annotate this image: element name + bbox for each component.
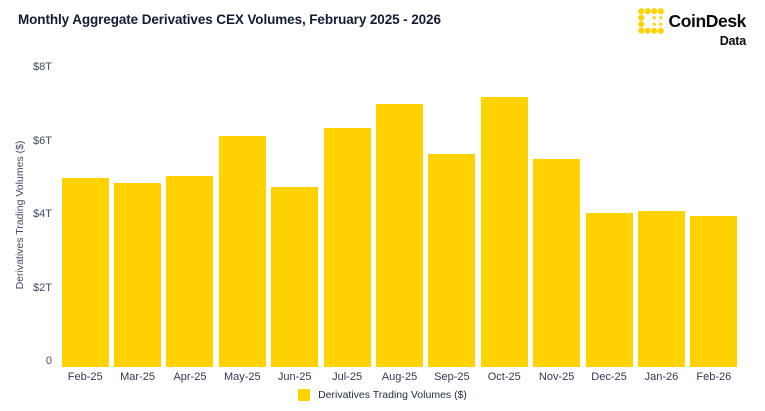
bar-Mar-25[interactable] (114, 183, 162, 367)
bar-Jan-26[interactable] (637, 210, 685, 367)
bar-Oct-25[interactable] (480, 96, 528, 367)
bar-Dec-25[interactable] (585, 212, 633, 367)
x-tick-label-Oct-25: Oct-25 (487, 371, 521, 383)
bar-Jun-25[interactable] (271, 186, 319, 367)
x-tick-label-Mar-25: Mar-25 (120, 371, 155, 383)
y-tick-label-0: 0 (45, 355, 52, 367)
legend[interactable]: Derivatives Trading Volumes ($) (0, 389, 765, 401)
bar-Sep-25[interactable] (428, 153, 476, 367)
legend-swatch (298, 389, 311, 401)
logo-name-text: CoinDesk (668, 10, 746, 31)
x-tick-label-May-25: May-25 (223, 371, 261, 383)
y-tick-label-$4T: $4T (33, 208, 52, 220)
legend-label: Derivatives Trading Volumes ($) (318, 389, 467, 401)
x-tick-label-Nov-25: Nov-25 (538, 371, 575, 383)
x-tick-label-Aug-25: Aug-25 (381, 371, 418, 383)
plot-area (59, 73, 740, 367)
x-tick-label-Feb-25: Feb-25 (67, 371, 103, 383)
bar-Feb-26[interactable] (690, 216, 738, 367)
x-tick-label-Feb-26: Feb-26 (696, 371, 732, 383)
bar-May-25[interactable] (218, 135, 266, 367)
x-tick-label-Apr-25: Apr-25 (173, 371, 207, 383)
x-tick-label-Sep-25: Sep-25 (434, 371, 470, 383)
bar-Apr-25[interactable] (166, 175, 214, 367)
x-tick-label-Dec-25: Dec-25 (591, 371, 627, 383)
chart-title: Monthly Aggregate Derivatives CEX Volume… (18, 12, 441, 27)
y-axis-ticks: 0 $2T $4T $6T $8T (14, 61, 52, 367)
bar-Jul-25[interactable] (323, 128, 371, 367)
x-axis-labels: Feb-25 Mar-25 Apr-25 May-25 Jun-25 Jul-25 Aug-… (59, 370, 740, 386)
coindesk-logo-icon (638, 8, 665, 34)
y-tick-label-$6T: $6T (33, 134, 52, 147)
coindesk-data-logo: CoinDesk Data (638, 8, 746, 48)
logo-sub-text: Data (719, 34, 746, 48)
bar-Nov-25[interactable] (533, 159, 581, 367)
y-tick-label-$8T: $8T (33, 61, 52, 73)
x-tick-label-Jan-26: Jan-26 (644, 371, 679, 383)
bar-Aug-25[interactable] (376, 104, 423, 367)
x-tick-label-Jul-25: Jul-25 (332, 371, 363, 383)
bar-Feb-25[interactable] (61, 177, 109, 367)
y-tick-label-$2T: $2T (33, 281, 52, 294)
x-tick-label-Jun-25: Jun-25 (277, 371, 312, 383)
